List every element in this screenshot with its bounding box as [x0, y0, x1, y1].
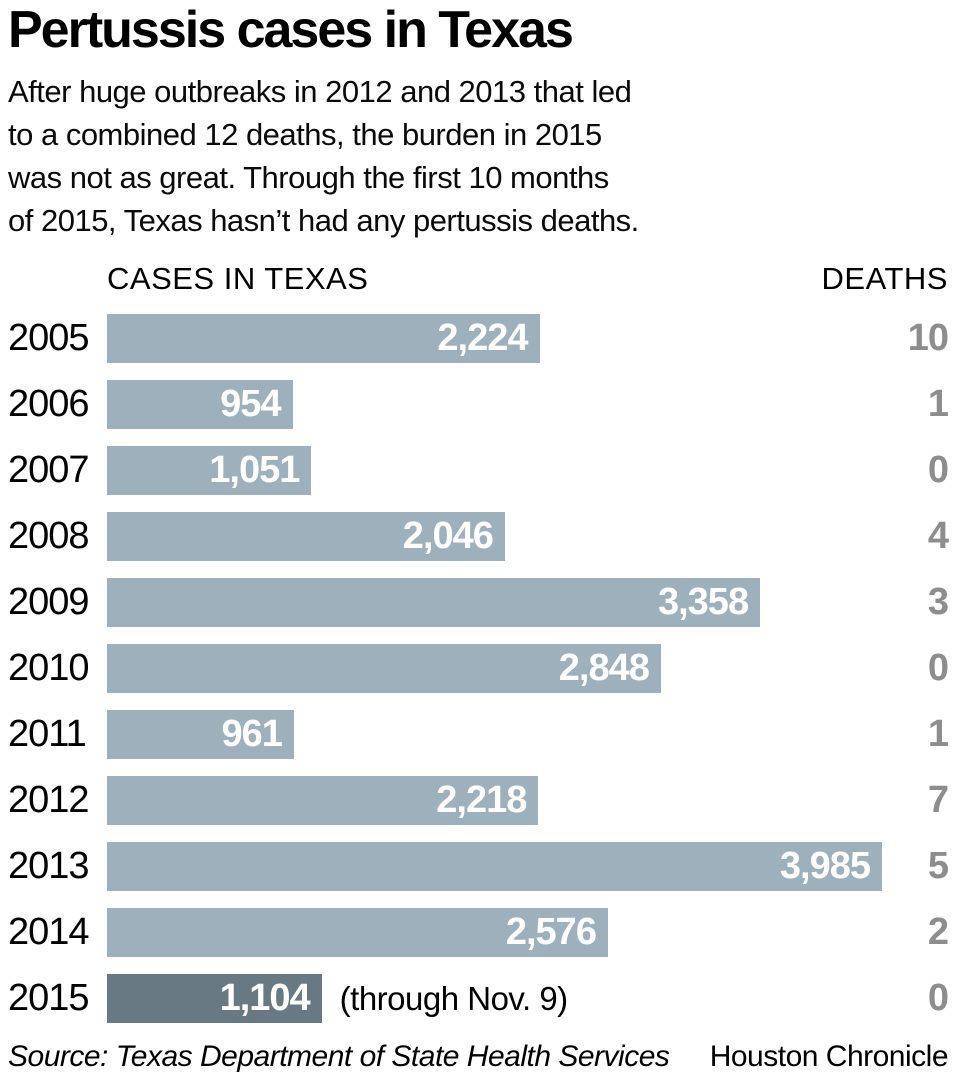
cases-bar: 2,046 — [107, 512, 505, 561]
subtitle-line: was not as great. Through the first 10 m… — [8, 160, 609, 195]
bar-note: (through Nov. 9) — [339, 979, 569, 1017]
bar-area: 1,104 (through Nov. 9) — [107, 974, 882, 1023]
bar-area: 1,051 — [107, 446, 882, 495]
year-label: 2013 — [8, 845, 90, 887]
chart-row: 2015 1,104 (through Nov. 9) 0 — [8, 974, 949, 1023]
chart-rows: 2005 2,224 10 2006 954 1 2007 1,051 0 — [8, 314, 949, 1023]
deaths-value: 2 — [927, 911, 949, 953]
cases-value-label: 954 — [220, 383, 281, 425]
chart-row: 2005 2,224 10 — [8, 314, 949, 363]
cases-bar: 1,051 — [107, 446, 312, 495]
deaths-value: 0 — [927, 647, 949, 689]
bar-area: 2,046 — [107, 512, 882, 561]
bar-area: 3,985 — [107, 842, 882, 891]
year-label: 2012 — [8, 779, 90, 821]
chart-row: 2007 1,051 0 — [8, 446, 949, 495]
year-label: 2005 — [8, 317, 90, 359]
page-title: Pertussis cases in Texas — [8, 1, 574, 59]
bar-area: 961 — [107, 710, 882, 759]
column-header-cases: CASES IN TEXAS — [107, 261, 369, 296]
year-label: 2015 — [8, 977, 90, 1019]
cases-bar: 2,224 — [107, 314, 540, 363]
deaths-value: 10 — [907, 317, 949, 359]
cases-value-label: 961 — [221, 713, 283, 755]
year-label: 2011 — [8, 713, 87, 755]
cases-bar: 1,104 — [107, 974, 322, 1023]
chart-row: 2006 954 1 — [8, 380, 949, 429]
deaths-value: 1 — [927, 383, 949, 425]
cases-value-label: 2,224 — [437, 317, 528, 359]
deaths-value: 0 — [927, 449, 949, 491]
subtitle-line: of 2015, Texas hasn’t had any pertussis … — [8, 203, 639, 238]
pertussis-bar-chart: CASES IN TEXAS DEATHS 2005 2,224 10 2006… — [8, 262, 949, 1023]
source-credit: Source: Texas Department of State Health… — [8, 1040, 670, 1073]
deaths-value: 1 — [927, 713, 949, 755]
cases-bar: 2,218 — [107, 776, 539, 825]
deaths-value: 7 — [927, 779, 949, 821]
cases-value-label: 2,218 — [436, 779, 527, 821]
year-label: 2006 — [8, 383, 90, 425]
cases-bar: 2,848 — [107, 644, 661, 693]
deaths-value: 4 — [927, 515, 949, 557]
cases-value-label: 3,358 — [657, 581, 749, 623]
cases-bar: 2,576 — [107, 908, 608, 957]
bar-area: 2,848 — [107, 644, 882, 693]
cases-bar: 961 — [107, 710, 294, 759]
chart-footer: Source: Texas Department of State Health… — [8, 1040, 949, 1074]
cases-bar: 954 — [107, 380, 293, 429]
deaths-value: 0 — [927, 977, 949, 1019]
subtitle-line: After huge outbreaks in 2012 and 2013 th… — [8, 74, 632, 109]
cases-bar: 3,358 — [107, 578, 761, 627]
subtitle: After huge outbreaks in 2012 and 2013 th… — [8, 70, 948, 242]
chart-row: 2011 961 1 — [8, 710, 949, 759]
chart-row: 2008 2,046 4 — [8, 512, 949, 561]
bar-area: 2,224 — [107, 314, 882, 363]
cases-value-label: 2,046 — [402, 515, 494, 557]
publisher-credit: Houston Chronicle — [709, 1040, 949, 1073]
bar-area: 2,218 — [107, 776, 882, 825]
bar-area: 2,576 — [107, 908, 882, 957]
year-label: 2008 — [8, 515, 90, 557]
bar-area: 3,358 — [107, 578, 882, 627]
year-label: 2007 — [8, 449, 90, 491]
cases-value-label: 1,051 — [209, 449, 300, 491]
cases-value-label: 3,985 — [779, 845, 871, 887]
chart-row: 2009 3,358 3 — [8, 578, 949, 627]
cases-value-label: 1,104 — [219, 977, 311, 1019]
subtitle-line: to a combined 12 deaths, the burden in 2… — [8, 117, 602, 152]
chart-row: 2010 2,848 0 — [8, 644, 949, 693]
chart-row: 2012 2,218 7 — [8, 776, 949, 825]
chart-column-headers: CASES IN TEXAS DEATHS — [8, 262, 948, 296]
year-label: 2009 — [8, 581, 90, 623]
year-label: 2010 — [8, 647, 90, 689]
column-header-deaths: DEATHS — [821, 261, 948, 296]
chart-row: 2013 3,985 5 — [8, 842, 949, 891]
cases-value-label: 2,576 — [505, 911, 597, 953]
year-label: 2014 — [8, 911, 90, 953]
chart-row: 2014 2,576 2 — [8, 908, 949, 957]
cases-bar: 3,985 — [107, 842, 882, 891]
cases-value-label: 2,848 — [558, 647, 650, 689]
bar-area: 954 — [107, 380, 882, 429]
deaths-value: 5 — [927, 845, 949, 887]
deaths-value: 3 — [927, 581, 949, 623]
